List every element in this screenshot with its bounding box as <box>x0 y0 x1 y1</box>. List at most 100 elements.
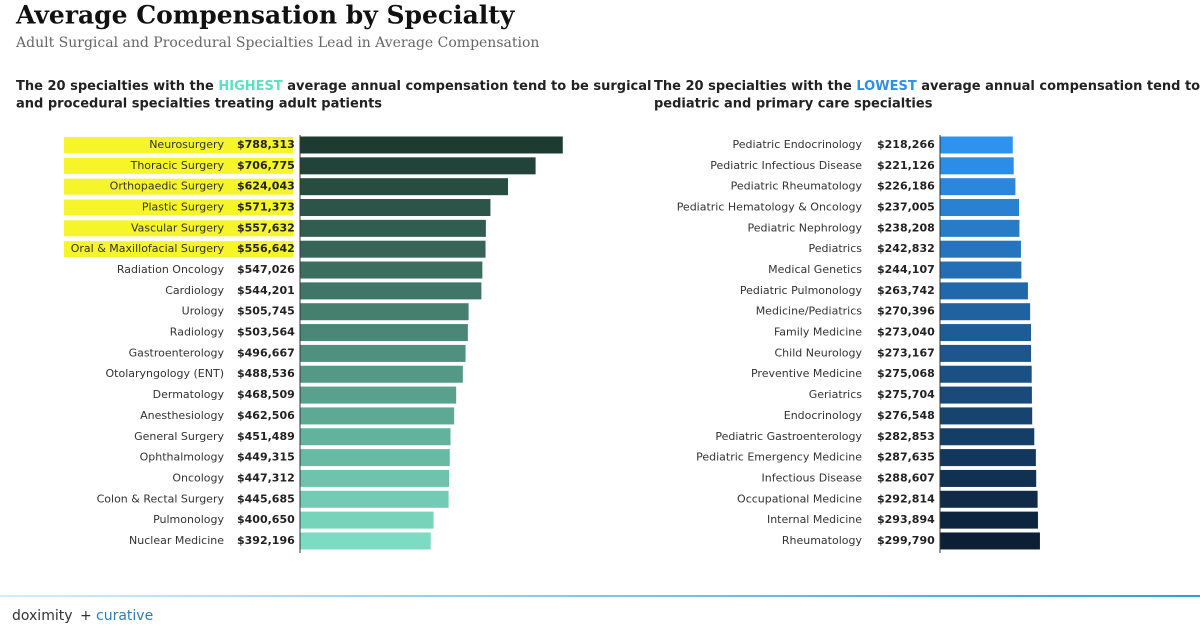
label-highlight <box>64 157 293 174</box>
value-label: $488,536 <box>237 367 295 380</box>
chart-heading: and procedural specialties treating adul… <box>16 97 382 112</box>
category-label: Nuclear Medicine <box>129 534 224 547</box>
category-label: Oral & Maxillofacial Surgery <box>71 242 225 255</box>
value-label: $242,832 <box>877 242 935 255</box>
category-label: Dermatology <box>153 388 225 401</box>
value-label: $447,312 <box>237 471 295 484</box>
category-label: Otolaryngology (ENT) <box>106 367 224 380</box>
category-label: Pediatric Infectious Disease <box>710 159 862 172</box>
heading-part: The 20 specialties with the <box>16 79 218 94</box>
category-label: Pediatric Pulmonology <box>740 284 863 297</box>
value-label: $706,775 <box>237 159 295 172</box>
category-label: Orthopaedic Surgery <box>110 180 225 193</box>
category-label: Vascular Surgery <box>131 221 225 234</box>
bar <box>940 344 1032 362</box>
value-label: $218,266 <box>877 138 935 151</box>
value-label: $292,814 <box>877 492 935 505</box>
category-label: Cardiology <box>165 284 224 297</box>
category-label: Endocrinology <box>784 409 863 422</box>
bar <box>940 407 1033 425</box>
page-subtitle: Adult Surgical and Procedural Specialtie… <box>15 35 539 51</box>
bar <box>940 261 1022 279</box>
value-label: $392,196 <box>237 534 295 547</box>
heading-part: The 20 specialties with the <box>654 79 856 94</box>
bar <box>300 386 457 404</box>
value-label: $556,642 <box>237 242 295 255</box>
bar <box>300 428 451 446</box>
brand: curative <box>96 608 153 624</box>
value-label: $287,635 <box>877 451 935 464</box>
value-label: $788,313 <box>237 138 295 151</box>
label-highlight <box>64 178 293 195</box>
chart-heading: The 20 specialties with the HIGHEST aver… <box>16 79 651 94</box>
bar <box>300 136 563 154</box>
bar <box>300 365 463 383</box>
bar <box>300 261 483 279</box>
value-label: $270,396 <box>877 305 935 318</box>
bar <box>940 428 1035 446</box>
bar <box>300 324 468 342</box>
bar <box>940 386 1032 404</box>
chart-heading: pediatric and primary care specialties <box>654 97 933 112</box>
page-title: Average Compensation by Specialty <box>15 1 516 30</box>
value-label: $400,650 <box>237 513 295 526</box>
value-label: $557,632 <box>237 221 295 234</box>
bar <box>940 219 1020 237</box>
category-label: Thoracic Surgery <box>130 159 225 172</box>
category-label: Medicine/Pediatrics <box>756 305 863 318</box>
heading-part: average annual compensation tend to be <box>917 79 1200 94</box>
category-label: Child Neurology <box>774 346 862 359</box>
category-label: Pediatric Hematology & Oncology <box>677 201 863 214</box>
category-label: Anesthesiology <box>140 409 224 422</box>
value-label: $624,043 <box>237 180 295 193</box>
category-label: Urology <box>182 305 225 318</box>
category-label: Radiology <box>170 326 225 339</box>
value-label: $282,853 <box>877 430 935 443</box>
value-label: $293,894 <box>877 513 935 526</box>
value-label: $544,201 <box>237 284 295 297</box>
category-label: Oncology <box>172 471 224 484</box>
value-label: $263,742 <box>877 284 935 297</box>
bar <box>940 157 1014 175</box>
bar <box>940 136 1013 154</box>
bar <box>940 469 1037 487</box>
value-label: $276,548 <box>877 409 935 422</box>
value-label: $503,564 <box>237 326 295 339</box>
bar <box>940 282 1028 300</box>
value-label: $445,685 <box>237 492 295 505</box>
category-label: Internal Medicine <box>767 513 862 526</box>
value-label: $237,005 <box>877 201 935 214</box>
category-label: Pediatric Gastroenterology <box>715 430 862 443</box>
category-label: Geriatrics <box>809 388 863 401</box>
bar <box>940 511 1038 529</box>
category-label: Preventive Medicine <box>751 367 862 380</box>
category-label: Medical Genetics <box>768 263 862 276</box>
value-label: $244,107 <box>877 263 935 276</box>
bar <box>940 449 1036 467</box>
bar <box>940 532 1040 550</box>
value-label: $505,745 <box>237 305 295 318</box>
label-highlight <box>64 199 293 216</box>
category-label: Infectious Disease <box>762 471 863 484</box>
footer-rule <box>0 595 1200 597</box>
label-highlight <box>64 241 293 258</box>
category-label: Rheumatology <box>782 534 863 547</box>
category-label: Pediatrics <box>809 242 863 255</box>
value-label: $547,026 <box>237 263 295 276</box>
bar <box>300 449 450 467</box>
value-label: $288,607 <box>877 471 935 484</box>
category-label: Pulmonology <box>153 513 224 526</box>
plus: + <box>80 608 92 624</box>
bar <box>300 344 466 362</box>
chart-heading: The 20 specialties with the LOWEST avera… <box>654 79 1200 94</box>
value-label: $273,040 <box>877 326 935 339</box>
category-label: Plastic Surgery <box>142 201 225 214</box>
bar <box>300 178 509 196</box>
bar <box>300 407 455 425</box>
category-label: General Surgery <box>134 430 224 443</box>
bar <box>940 178 1016 196</box>
value-label: $299,790 <box>877 534 935 547</box>
heading-part: LOWEST <box>856 79 916 94</box>
